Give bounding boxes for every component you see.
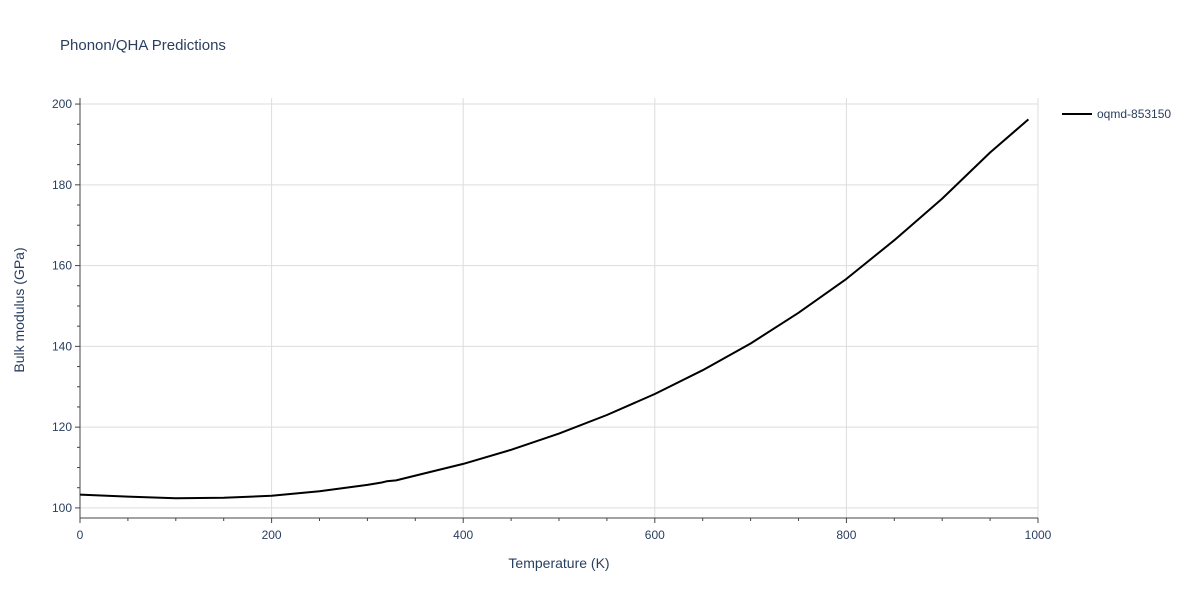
x-tick-label: 1000 — [1025, 528, 1052, 542]
y-tick-label: 100 — [52, 501, 72, 515]
x-tick-label: 0 — [77, 528, 84, 542]
legend-label[interactable]: oqmd-853150 — [1097, 107, 1171, 121]
x-tick-label: 200 — [262, 528, 282, 542]
y-tick-label: 200 — [52, 97, 72, 111]
y-tick-label: 160 — [52, 259, 72, 273]
y-axis-ticks: 100 120 140 160 180 200 — [52, 97, 80, 515]
gridlines — [80, 98, 1039, 518]
legend[interactable]: oqmd-853150 — [1062, 107, 1171, 121]
x-tick-label: 600 — [645, 528, 665, 542]
y-tick-label: 140 — [52, 339, 72, 353]
axes — [79, 98, 1038, 519]
chart-title: Phonon/QHA Predictions — [60, 37, 226, 54]
x-axis-title: Temperature (K) — [508, 555, 609, 571]
series-group — [79, 118, 1030, 500]
series-line-oqmd-853150 — [79, 118, 1030, 500]
y-tick-label: 120 — [52, 420, 72, 434]
y-axis-title: Bulk modulus (GPa) — [11, 247, 27, 372]
x-axis-ticks: 0 200 400 600 800 1000 — [77, 518, 1052, 542]
y-tick-label: 180 — [52, 178, 72, 192]
x-tick-label: 800 — [836, 528, 856, 542]
x-tick-label: 400 — [453, 528, 473, 542]
